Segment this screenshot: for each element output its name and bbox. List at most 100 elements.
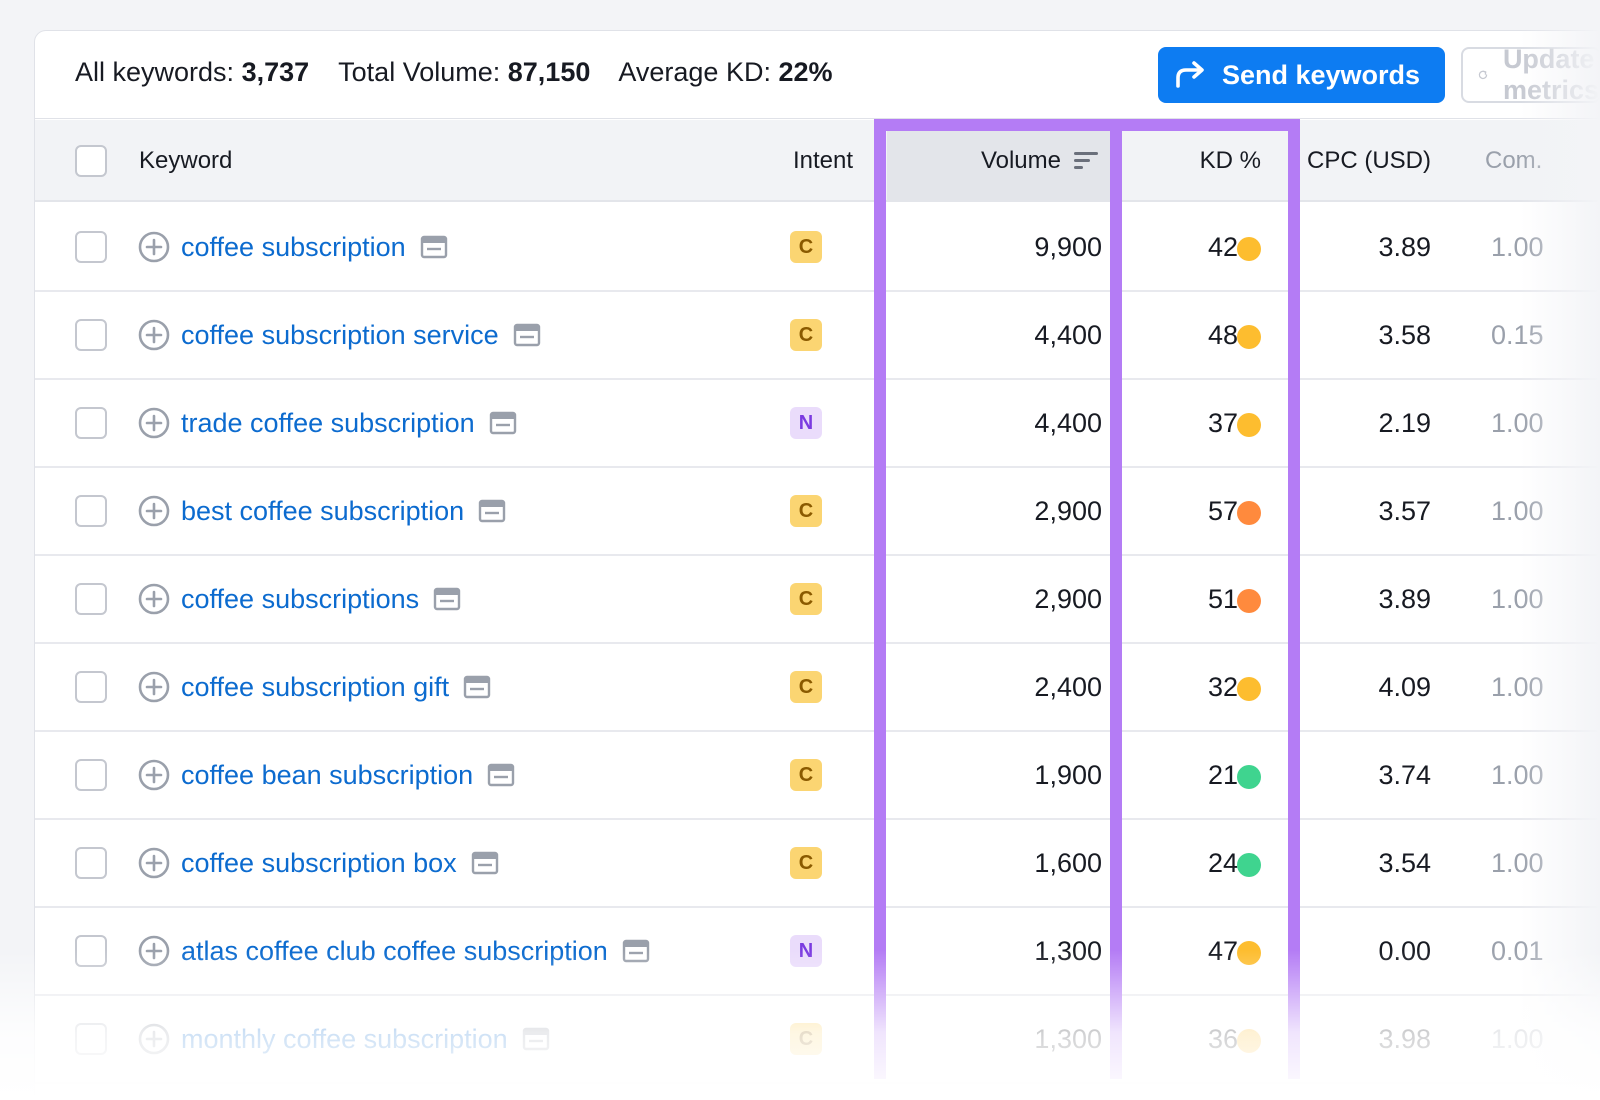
total-volume-stat: Total Volume: 87,150 bbox=[338, 57, 591, 87]
cpc-value: 3.58 bbox=[1378, 319, 1431, 350]
add-keyword-icon[interactable] bbox=[137, 406, 171, 440]
row-checkbox[interactable] bbox=[75, 407, 107, 439]
column-header-keyword[interactable]: Keyword bbox=[139, 147, 233, 174]
add-keyword-icon[interactable] bbox=[137, 318, 171, 352]
kd-difficulty-dot bbox=[1237, 941, 1261, 965]
table-row: coffee subscription box C 1,600 24 3.54 … bbox=[35, 820, 1600, 908]
add-keyword-icon[interactable] bbox=[137, 230, 171, 264]
cpc-value: 3.57 bbox=[1378, 495, 1431, 526]
keyword-link[interactable]: atlas coffee club coffee subscription bbox=[181, 935, 608, 966]
keyword-cell: monthly coffee subscription bbox=[137, 996, 550, 1082]
column-header-kd[interactable]: KD % bbox=[1199, 147, 1261, 174]
keyword-cell: coffee subscription gift bbox=[137, 644, 491, 730]
row-checkbox[interactable] bbox=[75, 583, 107, 615]
keyword-link[interactable]: coffee subscription bbox=[181, 231, 406, 262]
serp-features-icon[interactable] bbox=[489, 411, 517, 435]
row-checkbox[interactable] bbox=[75, 1023, 107, 1055]
kd-value: 47 bbox=[1207, 935, 1238, 966]
kd-difficulty-dot bbox=[1237, 853, 1261, 877]
row-checkbox[interactable] bbox=[75, 759, 107, 791]
keyword-link[interactable]: coffee subscription gift bbox=[181, 671, 450, 702]
competition-value: 1.00 bbox=[1491, 231, 1544, 262]
row-checkbox[interactable] bbox=[75, 495, 107, 527]
competition-value: 1.00 bbox=[1491, 495, 1544, 526]
cpc-value: 4.09 bbox=[1378, 671, 1431, 702]
competition-value: 1.00 bbox=[1491, 583, 1544, 614]
serp-features-icon[interactable] bbox=[420, 235, 448, 259]
intent-badge: C bbox=[790, 671, 822, 703]
serp-features-icon[interactable] bbox=[513, 323, 541, 347]
column-header-intent[interactable]: Intent bbox=[793, 147, 854, 174]
keyword-link[interactable]: trade coffee subscription bbox=[181, 407, 475, 438]
competition-value: 1.00 bbox=[1491, 407, 1544, 438]
table-row: coffee bean subscription C 1,900 21 3.74… bbox=[35, 732, 1600, 820]
keyword-link[interactable]: coffee subscriptions bbox=[181, 583, 420, 614]
keyword-cell: coffee subscription box bbox=[137, 820, 499, 906]
keyword-cell: atlas coffee club coffee subscription bbox=[137, 908, 650, 994]
column-header-volume[interactable]: Volume bbox=[887, 120, 1113, 202]
all-keywords-stat: All keywords: 3,737 bbox=[75, 57, 310, 87]
send-keywords-button[interactable]: Send keywords bbox=[1158, 47, 1445, 103]
kd-difficulty-dot bbox=[1237, 1029, 1261, 1053]
kd-difficulty-dot bbox=[1237, 325, 1261, 349]
keyword-cell: coffee bean subscription bbox=[137, 732, 515, 818]
kd-difficulty-dot bbox=[1237, 589, 1261, 613]
volume-value: 1,300 bbox=[1034, 1023, 1102, 1054]
table-row: monthly coffee subscription C 1,300 36 3… bbox=[35, 996, 1600, 1084]
add-keyword-icon[interactable] bbox=[137, 1022, 171, 1056]
table-row: best coffee subscription C 2,900 57 3.57… bbox=[35, 468, 1600, 556]
keyword-cell: trade coffee subscription bbox=[137, 380, 517, 466]
kd-value: 36 bbox=[1207, 1023, 1238, 1054]
serp-features-icon[interactable] bbox=[471, 851, 499, 875]
volume-value: 2,900 bbox=[1034, 495, 1102, 526]
row-checkbox[interactable] bbox=[75, 319, 107, 351]
row-checkbox[interactable] bbox=[75, 847, 107, 879]
competition-value: 1.00 bbox=[1491, 847, 1544, 878]
volume-value: 1,900 bbox=[1034, 759, 1102, 790]
volume-value: 2,400 bbox=[1034, 671, 1102, 702]
table-row: coffee subscription service C 4,400 48 3… bbox=[35, 292, 1600, 380]
keyword-link[interactable]: monthly coffee subscription bbox=[181, 1023, 508, 1054]
volume-value: 4,400 bbox=[1034, 319, 1102, 350]
table-row: coffee subscriptions C 2,900 51 3.89 1.0… bbox=[35, 556, 1600, 644]
keyword-cell: coffee subscription bbox=[137, 204, 448, 290]
keyword-link[interactable]: coffee subscription box bbox=[181, 847, 457, 878]
serp-features-icon[interactable] bbox=[487, 763, 515, 787]
competition-value: 1.00 bbox=[1491, 1023, 1544, 1054]
add-keyword-icon[interactable] bbox=[137, 934, 171, 968]
add-keyword-icon[interactable] bbox=[137, 494, 171, 528]
row-checkbox[interactable] bbox=[75, 935, 107, 967]
table-row: coffee subscription gift C 2,400 32 4.09… bbox=[35, 644, 1600, 732]
cpc-value: 0.00 bbox=[1378, 935, 1431, 966]
select-all-checkbox[interactable] bbox=[75, 145, 107, 177]
column-header-cpc[interactable]: CPC (USD) bbox=[1307, 147, 1431, 174]
row-checkbox[interactable] bbox=[75, 231, 107, 263]
add-keyword-icon[interactable] bbox=[137, 758, 171, 792]
keyword-link[interactable]: best coffee subscription bbox=[181, 495, 465, 526]
summary-stats: All keywords: 3,737 Total Volume: 87,150… bbox=[75, 57, 855, 88]
add-keyword-icon[interactable] bbox=[137, 670, 171, 704]
row-checkbox[interactable] bbox=[75, 671, 107, 703]
kd-value: 57 bbox=[1207, 495, 1238, 526]
kd-value: 21 bbox=[1207, 759, 1238, 790]
add-keyword-icon[interactable] bbox=[137, 582, 171, 616]
kd-value: 37 bbox=[1207, 407, 1238, 438]
keyword-link[interactable]: coffee bean subscription bbox=[181, 759, 474, 790]
competition-value: 0.15 bbox=[1491, 319, 1544, 350]
cpc-value: 3.98 bbox=[1378, 1023, 1431, 1054]
intent-badge: C bbox=[790, 319, 822, 351]
serp-features-icon[interactable] bbox=[463, 675, 491, 699]
kd-value: 48 bbox=[1207, 319, 1238, 350]
serp-features-icon[interactable] bbox=[622, 939, 650, 963]
serp-features-icon[interactable] bbox=[433, 587, 461, 611]
table-row: trade coffee subscription N 4,400 37 2.1… bbox=[35, 380, 1600, 468]
add-keyword-icon[interactable] bbox=[137, 846, 171, 880]
intent-badge: C bbox=[790, 1023, 822, 1055]
column-header-com[interactable]: Com. bbox=[1485, 147, 1543, 174]
keyword-cell: best coffee subscription bbox=[137, 468, 506, 554]
cpc-value: 3.74 bbox=[1378, 759, 1431, 790]
serp-features-icon[interactable] bbox=[522, 1027, 550, 1051]
update-metrics-button[interactable]: Update metrics bbox=[1461, 44, 1600, 105]
keyword-link[interactable]: coffee subscription service bbox=[181, 319, 499, 350]
serp-features-icon[interactable] bbox=[478, 499, 506, 523]
